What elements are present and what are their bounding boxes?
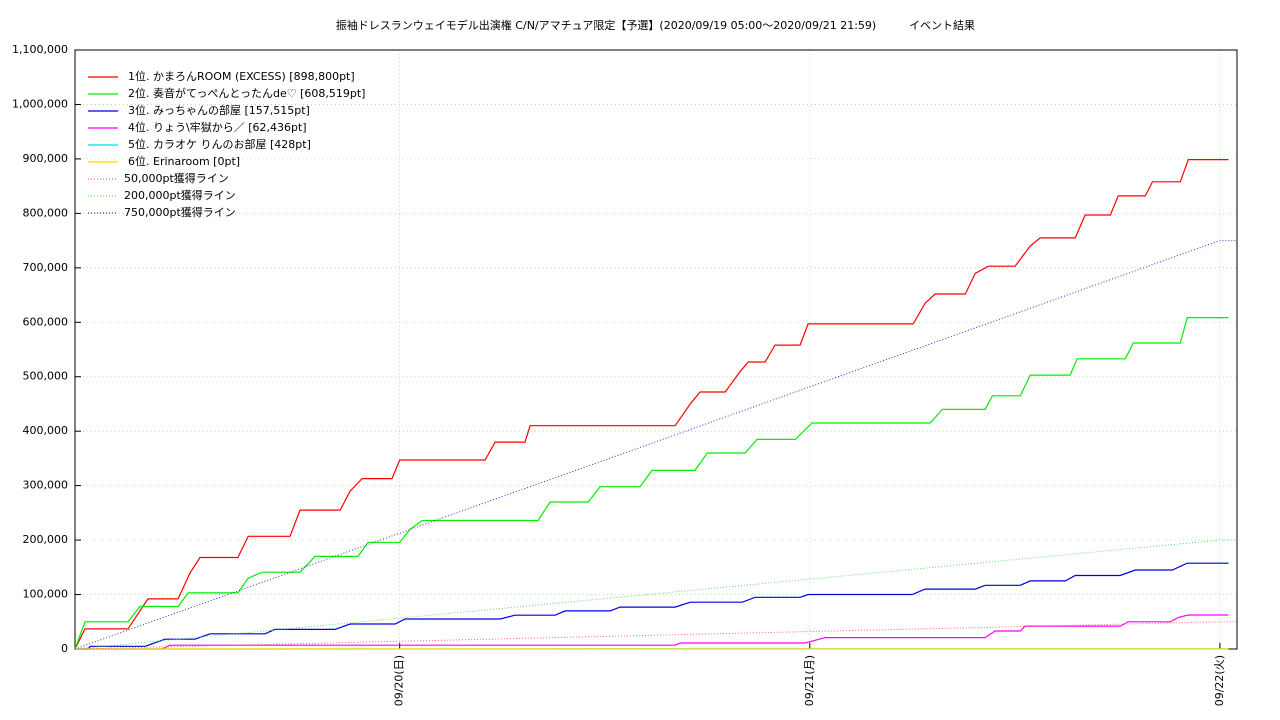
legend-label: 750,000pt獲得ライン [124,206,236,219]
series-line [74,621,1237,650]
legend-label: 1位. かまろんROOM (EXCESS) [898,800pt] [128,69,355,83]
x-tick-label: 09/22(火) [1213,655,1226,706]
y-tick-label: 200,000 [23,533,69,546]
y-tick-label: 400,000 [23,424,69,437]
x-tick-label: 09/21(月) [803,655,816,706]
series-line [75,614,1229,650]
y-tick-label: 1,100,000 [12,43,68,56]
x-tick-label: 09/20(日) [393,655,406,706]
y-tick-label: 800,000 [23,206,69,219]
legend-label: 4位. りょう\牢獄から／ [62,436pt] [128,120,307,134]
legend-label: 50,000pt獲得ライン [124,172,229,185]
legend-label: 3位. みっちゃんの部屋 [157,515pt] [128,103,310,117]
legend-label: 5位. カラオケ りんのお部屋 [428pt] [128,137,311,151]
y-tick-label: 600,000 [23,315,69,328]
y-tick-label: 700,000 [23,261,69,274]
y-tick-label: 900,000 [23,152,69,165]
y-tick-label: 1,000,000 [12,97,68,110]
y-tick-label: 0 [61,642,68,655]
legend-label: 6位. Erinaroom [0pt] [128,154,240,168]
series-line [74,159,1229,650]
chart-subtitle: イベント結果 [909,18,975,32]
series-line [75,562,1229,650]
legend-label: 200,000pt獲得ライン [124,189,236,202]
series-line [74,317,1229,650]
y-tick-label: 100,000 [23,588,69,601]
series-line [74,240,1237,650]
series-line [74,539,1237,650]
chart-title: 振袖ドレスランウェイモデル出演権 C/N/アマチュア限定【予選】(2020/09… [336,18,876,32]
y-tick-label: 500,000 [23,370,69,383]
y-tick-label: 300,000 [23,479,69,492]
legend-label: 2位. 奏音がてっぺんとったんde♡ [608,519pt] [128,86,365,100]
